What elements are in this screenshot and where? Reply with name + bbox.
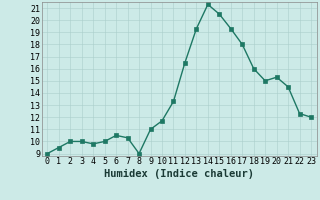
X-axis label: Humidex (Indice chaleur): Humidex (Indice chaleur)	[104, 169, 254, 179]
